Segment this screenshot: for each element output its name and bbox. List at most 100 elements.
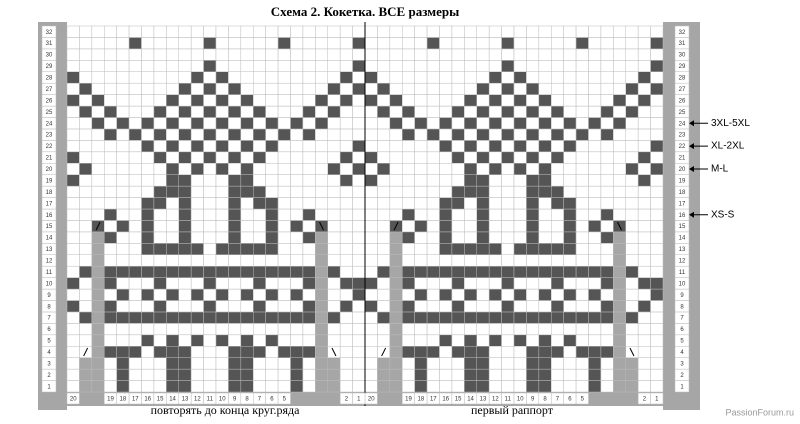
cell <box>513 151 527 164</box>
cell <box>588 265 602 278</box>
cell <box>513 380 527 393</box>
cell <box>66 265 80 278</box>
cell <box>253 220 266 233</box>
cell <box>339 128 353 141</box>
cell <box>203 163 217 175</box>
cell <box>513 254 527 267</box>
cell <box>364 243 378 255</box>
cell <box>203 277 217 290</box>
cell <box>116 311 130 324</box>
column-number: 13 <box>480 397 487 403</box>
cell <box>240 334 254 347</box>
cell <box>228 174 242 187</box>
cell <box>414 82 428 95</box>
cell <box>352 37 366 50</box>
cell <box>476 140 490 153</box>
cell <box>277 380 291 393</box>
cell <box>377 357 391 370</box>
cell <box>625 140 639 153</box>
cell <box>575 334 589 347</box>
cell <box>563 48 577 61</box>
cell <box>451 208 465 221</box>
cell <box>451 346 465 358</box>
cell <box>625 185 639 198</box>
cell <box>190 231 204 244</box>
cell <box>116 174 130 187</box>
cell <box>451 380 465 393</box>
cell <box>104 265 117 278</box>
cell <box>538 151 552 164</box>
cell <box>153 346 167 358</box>
cell <box>464 254 478 267</box>
cell <box>501 82 515 95</box>
cell <box>526 334 540 347</box>
cell <box>414 368 428 381</box>
cell <box>277 117 291 130</box>
cell <box>389 357 403 370</box>
row-number: 13 <box>679 247 686 253</box>
cell <box>513 48 527 61</box>
cell <box>166 277 179 290</box>
cell <box>265 231 279 244</box>
cell <box>389 105 403 118</box>
cell <box>613 208 626 221</box>
cell <box>637 300 651 313</box>
cell <box>476 48 490 61</box>
cell <box>613 94 626 107</box>
cell <box>215 380 229 393</box>
cell <box>426 254 440 267</box>
cell <box>563 208 577 221</box>
cell <box>265 82 279 95</box>
cell <box>426 105 440 118</box>
cell <box>339 334 353 347</box>
cell <box>116 128 130 141</box>
column-number: 11 <box>505 397 512 403</box>
cell <box>637 197 651 210</box>
cell <box>166 288 179 301</box>
cell <box>451 151 465 164</box>
cell <box>526 231 540 244</box>
cell <box>526 94 540 107</box>
cell <box>600 220 614 233</box>
cell <box>488 94 502 107</box>
cell <box>327 60 341 72</box>
cell <box>141 208 155 221</box>
cell <box>215 60 229 72</box>
cell <box>637 311 651 324</box>
cell <box>66 151 80 164</box>
cell <box>538 323 552 336</box>
cell <box>128 163 142 175</box>
column-number: 18 <box>418 397 425 403</box>
cell <box>104 300 117 313</box>
cell <box>302 254 316 267</box>
column-number-cell <box>575 392 589 405</box>
cell <box>290 208 304 221</box>
cell <box>215 334 229 347</box>
cell <box>265 48 279 61</box>
cell <box>277 163 291 175</box>
cell <box>66 277 80 290</box>
cell <box>178 25 192 38</box>
cell <box>402 140 415 153</box>
cell <box>389 174 403 187</box>
cell <box>215 128 229 141</box>
cell <box>178 380 192 393</box>
cell <box>141 380 155 393</box>
cell <box>613 25 626 38</box>
cell <box>563 117 577 130</box>
cell <box>439 254 453 267</box>
cell <box>116 105 130 118</box>
cell <box>625 231 639 244</box>
row-number: 7 <box>47 316 51 322</box>
cell <box>253 185 266 198</box>
column-number: 9 <box>531 397 535 403</box>
cell <box>91 151 105 164</box>
cell <box>402 37 415 50</box>
cell <box>352 197 366 210</box>
row-number: 5 <box>47 339 51 345</box>
cell <box>625 334 639 347</box>
cell <box>290 25 304 38</box>
cell <box>426 208 440 221</box>
cell <box>364 288 378 301</box>
